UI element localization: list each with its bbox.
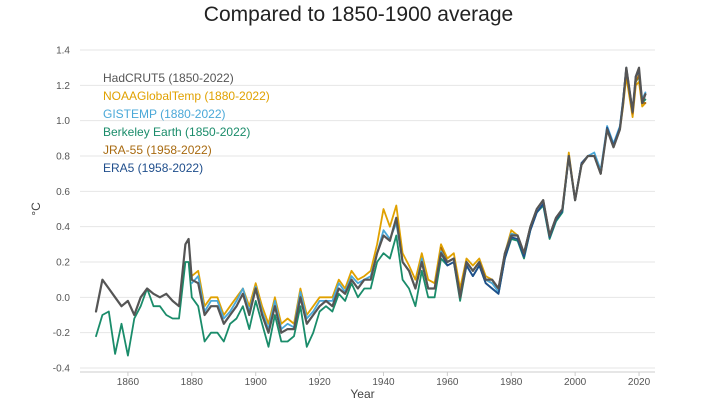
x-tick-label: 1920 <box>308 377 331 388</box>
x-tick-label: 2000 <box>564 377 587 388</box>
legend-entry: HadCRUT5 (1850-2022) <box>103 71 234 85</box>
chart-title: Compared to 1850-1900 average <box>203 3 514 26</box>
y-tick-label: 1.4 <box>56 46 70 57</box>
y-tick-label: -0.4 <box>53 364 71 375</box>
series-line <box>94 66 647 334</box>
y-tick-label: 0.8 <box>56 152 70 163</box>
series-line <box>440 70 647 295</box>
legend-entry: ERA5 (1958-2022) <box>103 161 203 175</box>
y-tick-label: -0.2 <box>53 328 71 339</box>
y-tick-label: 0.4 <box>56 222 70 233</box>
legend-entry: Berkeley Earth (1850-2022) <box>103 125 250 139</box>
legend-entry: JRA-55 (1958-2022) <box>103 143 212 157</box>
legend-entry: NOAAGlobalTemp (1880-2022) <box>103 89 270 103</box>
y-axis-title: °C <box>29 202 43 216</box>
x-tick-label: 1880 <box>181 377 204 388</box>
y-tick-label: 1.2 <box>56 81 70 92</box>
x-tick-label: 1860 <box>117 377 140 388</box>
legend-entry: GISTEMP (1880-2022) <box>103 107 226 121</box>
x-axis-title: Year <box>350 387 374 401</box>
x-tick-label: 1960 <box>436 377 459 388</box>
x-tick-label: 2020 <box>628 377 651 388</box>
x-tick-label: 1900 <box>245 377 268 388</box>
y-tick-label: 0.0 <box>56 293 70 304</box>
x-tick-label: 1940 <box>372 377 395 388</box>
y-tick-label: 1.0 <box>56 116 70 127</box>
y-tick-label: 0.2 <box>56 258 70 269</box>
x-tick-label: 1980 <box>500 377 523 388</box>
y-tick-label: 0.6 <box>56 187 70 198</box>
